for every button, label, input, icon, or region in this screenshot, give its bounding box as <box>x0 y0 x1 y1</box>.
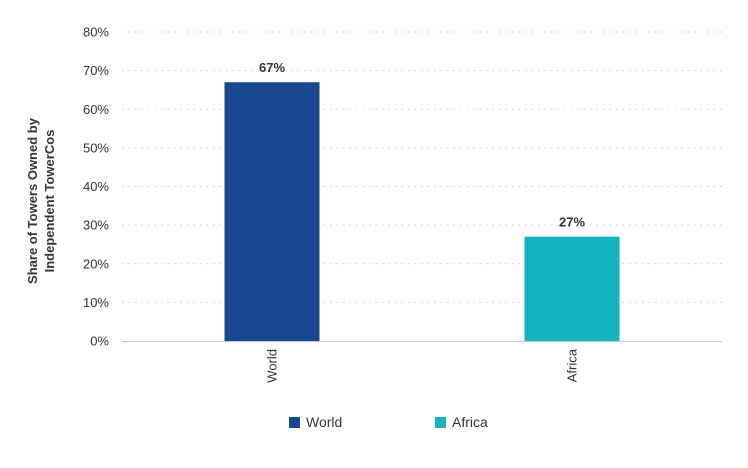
gridlines <box>122 31 722 303</box>
y-tick-label: 30% <box>83 218 109 233</box>
y-tick-label: 40% <box>83 179 109 194</box>
y-axis-tick-labels: 0% 10% 20% 30% 40% 50% 60% 70% 80% <box>83 25 109 349</box>
y-tick-label: 0% <box>90 334 109 349</box>
y-tick-label: 10% <box>83 295 109 310</box>
bar-world <box>224 82 320 342</box>
y-axis-title-line-1: Share of Towers Owned by <box>25 117 40 284</box>
x-tick-label-world: World <box>265 349 280 383</box>
y-tick-label: 80% <box>83 25 109 40</box>
legend-label-africa: Africa <box>452 414 488 430</box>
y-tick-label: 20% <box>83 256 109 271</box>
y-tick-label: 70% <box>83 63 109 78</box>
data-label-world: 67% <box>259 60 285 75</box>
legend-label-world: World <box>306 414 342 430</box>
legend-swatch-world <box>289 417 300 428</box>
y-axis-title: Share of Towers Owned by Independent Tow… <box>25 117 57 284</box>
legend-swatch-africa <box>435 417 446 428</box>
y-tick-label: 60% <box>83 102 109 117</box>
bar-africa <box>524 236 620 341</box>
x-axis-tick-labels: World Africa <box>265 348 580 382</box>
bars <box>224 82 620 342</box>
y-axis-title-line-2: Independent TowerCos <box>42 130 57 273</box>
legend: World Africa <box>289 414 488 430</box>
data-label-africa: 27% <box>559 215 585 230</box>
y-tick-label: 50% <box>83 140 109 155</box>
data-labels: 67% 27% <box>259 60 585 230</box>
x-tick-label-africa: Africa <box>565 348 580 382</box>
